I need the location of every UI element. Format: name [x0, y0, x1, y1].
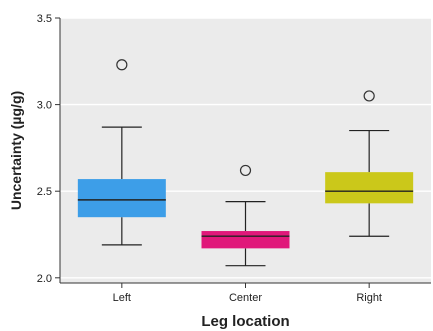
- y-tick-label: 3.5: [37, 13, 52, 25]
- x-tick-label: Right: [356, 292, 382, 304]
- box-right: [325, 90, 414, 237]
- boxes: [77, 59, 414, 267]
- x-axis-label: Leg location: [201, 313, 289, 330]
- y-tick-label: 2.5: [37, 186, 52, 198]
- box-center: [201, 164, 290, 267]
- y-tick-label: 3.0: [37, 100, 52, 112]
- box-left: [77, 59, 166, 246]
- iqr-box: [325, 172, 414, 204]
- outlier-point: [239, 164, 252, 177]
- y-axis-label: Uncertainty (µg/g): [8, 91, 24, 210]
- x-axis-ticks: Left Center Right: [113, 283, 382, 304]
- iqr-box: [201, 231, 290, 249]
- outlier-point: [363, 90, 375, 102]
- x-tick-label: Left: [113, 292, 131, 304]
- iqr-box: [77, 179, 166, 218]
- outlier-point: [116, 59, 128, 71]
- y-tick-label: 2.0: [37, 273, 52, 285]
- x-tick-label: Center: [229, 292, 262, 304]
